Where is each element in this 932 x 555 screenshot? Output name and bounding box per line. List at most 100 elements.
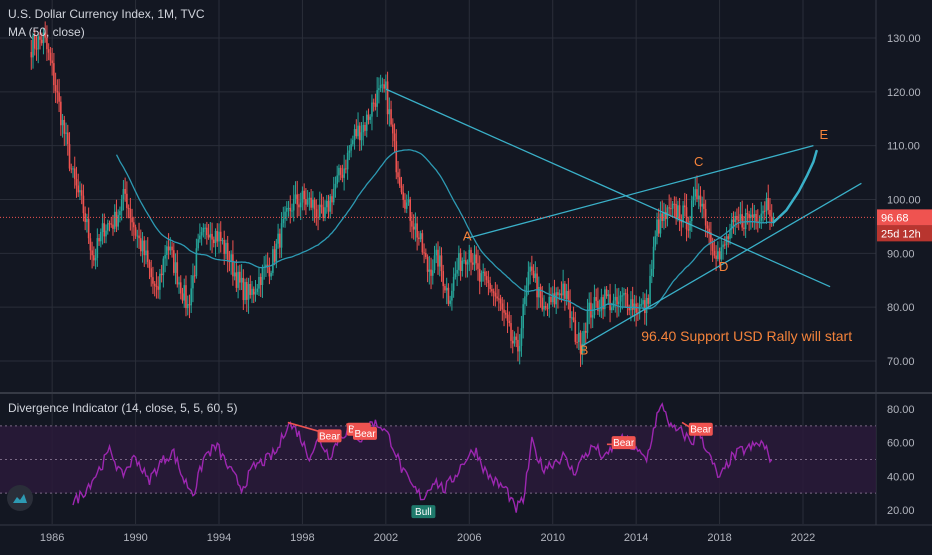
candle-body [106, 223, 109, 231]
candle-body [699, 195, 702, 207]
candle-body [30, 51, 33, 58]
candle-body [365, 114, 368, 131]
candle-body [60, 101, 62, 126]
candle-body [515, 336, 518, 340]
candle-body [421, 233, 424, 253]
candle-body [348, 150, 351, 153]
time-axis-label: 1990 [123, 532, 147, 544]
candle-body [471, 262, 474, 265]
wave-label: E [820, 127, 829, 142]
candle-body [209, 233, 212, 238]
candle-body [452, 276, 455, 291]
candle-body [548, 296, 551, 309]
candle-body [577, 332, 580, 343]
candle-body [237, 271, 239, 288]
candle-body [604, 289, 606, 310]
bear-signal-badge[interactable] [353, 426, 377, 440]
bear-signal-badge[interactable] [317, 429, 342, 443]
candle-body [378, 88, 380, 91]
candle-body [729, 229, 731, 239]
time-axis-label: 1986 [40, 532, 64, 544]
candle-body [628, 307, 630, 311]
candle-body [518, 345, 521, 352]
candle-body [58, 92, 60, 102]
tradingview-logo-icon[interactable] [7, 485, 33, 511]
bull-signal-badge[interactable] [411, 505, 436, 519]
candle-body [602, 297, 604, 310]
candle-body [112, 224, 114, 229]
candle-body [461, 260, 464, 272]
candle-body [162, 258, 165, 276]
trendline[interactable] [581, 182, 862, 347]
candle-body [244, 281, 246, 301]
candle-body [94, 257, 97, 261]
candle-body [339, 167, 342, 175]
candle-body [475, 254, 478, 264]
candle-body [301, 190, 304, 203]
candle-body [614, 296, 617, 301]
candle-body [623, 292, 625, 296]
candle-body [40, 39, 43, 44]
candle-body [275, 243, 278, 262]
candle-body [504, 312, 507, 315]
candle-body [647, 297, 650, 304]
candle-body [37, 36, 40, 50]
candle-body [562, 283, 564, 296]
candle-body [331, 196, 333, 203]
candle-body [192, 275, 194, 289]
bear-signal-badge[interactable] [611, 436, 636, 450]
candle-body [33, 35, 36, 49]
candle-body [195, 248, 198, 276]
candle-body [212, 239, 215, 244]
candle-body [386, 81, 389, 115]
candle-body [103, 223, 106, 237]
candle-body [346, 152, 349, 170]
candle-body [743, 227, 745, 230]
candle-body [225, 242, 227, 254]
candle-body [668, 207, 670, 209]
candle-body [179, 282, 182, 294]
candle-body [597, 300, 599, 311]
candle-body [664, 211, 667, 220]
candle-body [298, 204, 300, 208]
candle-body [414, 223, 417, 230]
candle-body [425, 252, 427, 257]
candle-body [124, 189, 126, 194]
candle-body [176, 262, 179, 285]
candle-body [61, 119, 64, 126]
projection-curve[interactable] [772, 149, 818, 224]
candle-body [273, 249, 276, 262]
trendline[interactable] [467, 145, 814, 239]
candle-body [44, 32, 46, 38]
candle-body [529, 266, 531, 272]
candle-body [388, 109, 391, 115]
candle-body [329, 196, 332, 212]
price-axis-label: 130.00 [887, 33, 921, 45]
candle-body [136, 235, 139, 237]
candle-body [428, 269, 431, 272]
candle-body [689, 221, 691, 231]
countdown-badge [877, 225, 932, 242]
candle-body [409, 199, 411, 221]
candle-body [534, 273, 537, 279]
candle-body [459, 252, 462, 272]
candle-body [473, 254, 476, 265]
candle-body [291, 210, 293, 212]
oscillator-axis-label: 60.00 [887, 438, 915, 450]
candle-body [108, 223, 111, 225]
candle-body [296, 194, 299, 205]
candle-body [687, 229, 690, 231]
candle-body [402, 192, 405, 200]
candle-body [588, 302, 591, 311]
candle-body [696, 189, 698, 200]
candle-body [376, 90, 378, 107]
candle-body [173, 250, 175, 273]
bear-signal-badge[interactable] [688, 422, 713, 436]
candle-body [491, 289, 493, 292]
trendline[interactable] [385, 88, 831, 288]
candle-body [56, 91, 59, 93]
candle-body [171, 246, 173, 251]
candle-body [381, 84, 384, 86]
candle-body [670, 208, 672, 210]
